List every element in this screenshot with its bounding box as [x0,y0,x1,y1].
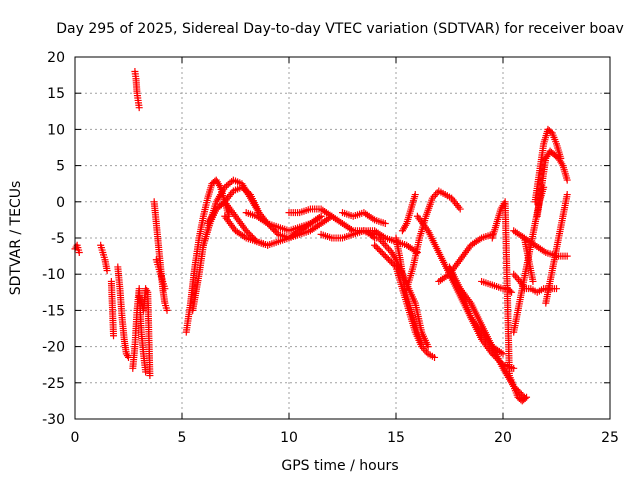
data-point [372,243,380,251]
y-tick-label: -25 [42,376,65,392]
data-point [418,339,426,347]
data-point [411,191,419,199]
chart-title: Day 295 of 2025, Sidereal Day-to-day VTE… [56,21,624,37]
data-point [163,306,171,314]
data-point [135,104,143,112]
data-point [529,277,537,285]
data-points [71,67,571,405]
data-point [510,364,518,372]
data-point [390,261,398,269]
data-point [378,249,386,257]
data-point [563,252,571,260]
data-point [521,394,529,402]
y-axis-label: SDTVAR / TECUs [8,181,24,296]
data-point [384,255,392,263]
axis-ticks [74,56,611,420]
y-tick-label: 20 [47,50,65,66]
data-point [242,227,250,235]
y-tick-label: 5 [56,159,65,175]
data-point [273,229,281,237]
x-tick-label: 20 [494,430,512,446]
y-tick-label: 0 [56,195,65,211]
x-tick-label: 5 [178,430,187,446]
y-tick-label: -15 [42,303,65,319]
y-tick-label: 15 [47,86,65,102]
y-tick-label: -20 [42,340,65,356]
data-point [424,343,432,351]
data-point [499,350,507,358]
data-point [563,176,571,184]
data-point [523,393,531,401]
data-point [317,212,325,220]
data-point [389,260,397,268]
data-point [553,285,560,293]
data-point [381,220,389,228]
x-tick-labels: 0 5 10 15 20 25 [71,430,619,446]
data-point [103,267,111,275]
data-point [142,368,150,376]
x-tick-label: 25 [601,430,619,446]
data-point [563,191,571,199]
data-point [383,254,391,262]
data-point [431,353,439,361]
data-point [374,244,382,252]
data-point [146,372,154,380]
x-axis-label: GPS time / hours [281,458,398,474]
data-point [377,247,385,255]
data-point [387,258,395,266]
y-tick-labels: -30 -25 -20 -15 -10 -5 0 5 10 15 20 [42,50,65,428]
y-tick-label: -30 [42,412,65,428]
data-point [271,227,279,235]
data-point [161,285,169,293]
data-point [219,199,227,207]
data-point [375,246,383,254]
data-point [110,332,118,340]
y-tick-label: -5 [51,231,65,247]
data-point [381,252,389,260]
data-point [244,228,252,236]
data-point [369,233,377,241]
data-point [75,248,83,256]
data-point [371,241,379,249]
y-tick-label: 10 [47,122,65,138]
y-tick-label: -10 [42,267,65,283]
x-tick-label: 15 [387,430,405,446]
data-point [245,230,253,238]
data-point [456,205,464,213]
x-tick-label: 0 [71,430,80,446]
data-point [386,257,394,265]
x-tick-label: 10 [280,430,298,446]
data-point [380,251,388,259]
